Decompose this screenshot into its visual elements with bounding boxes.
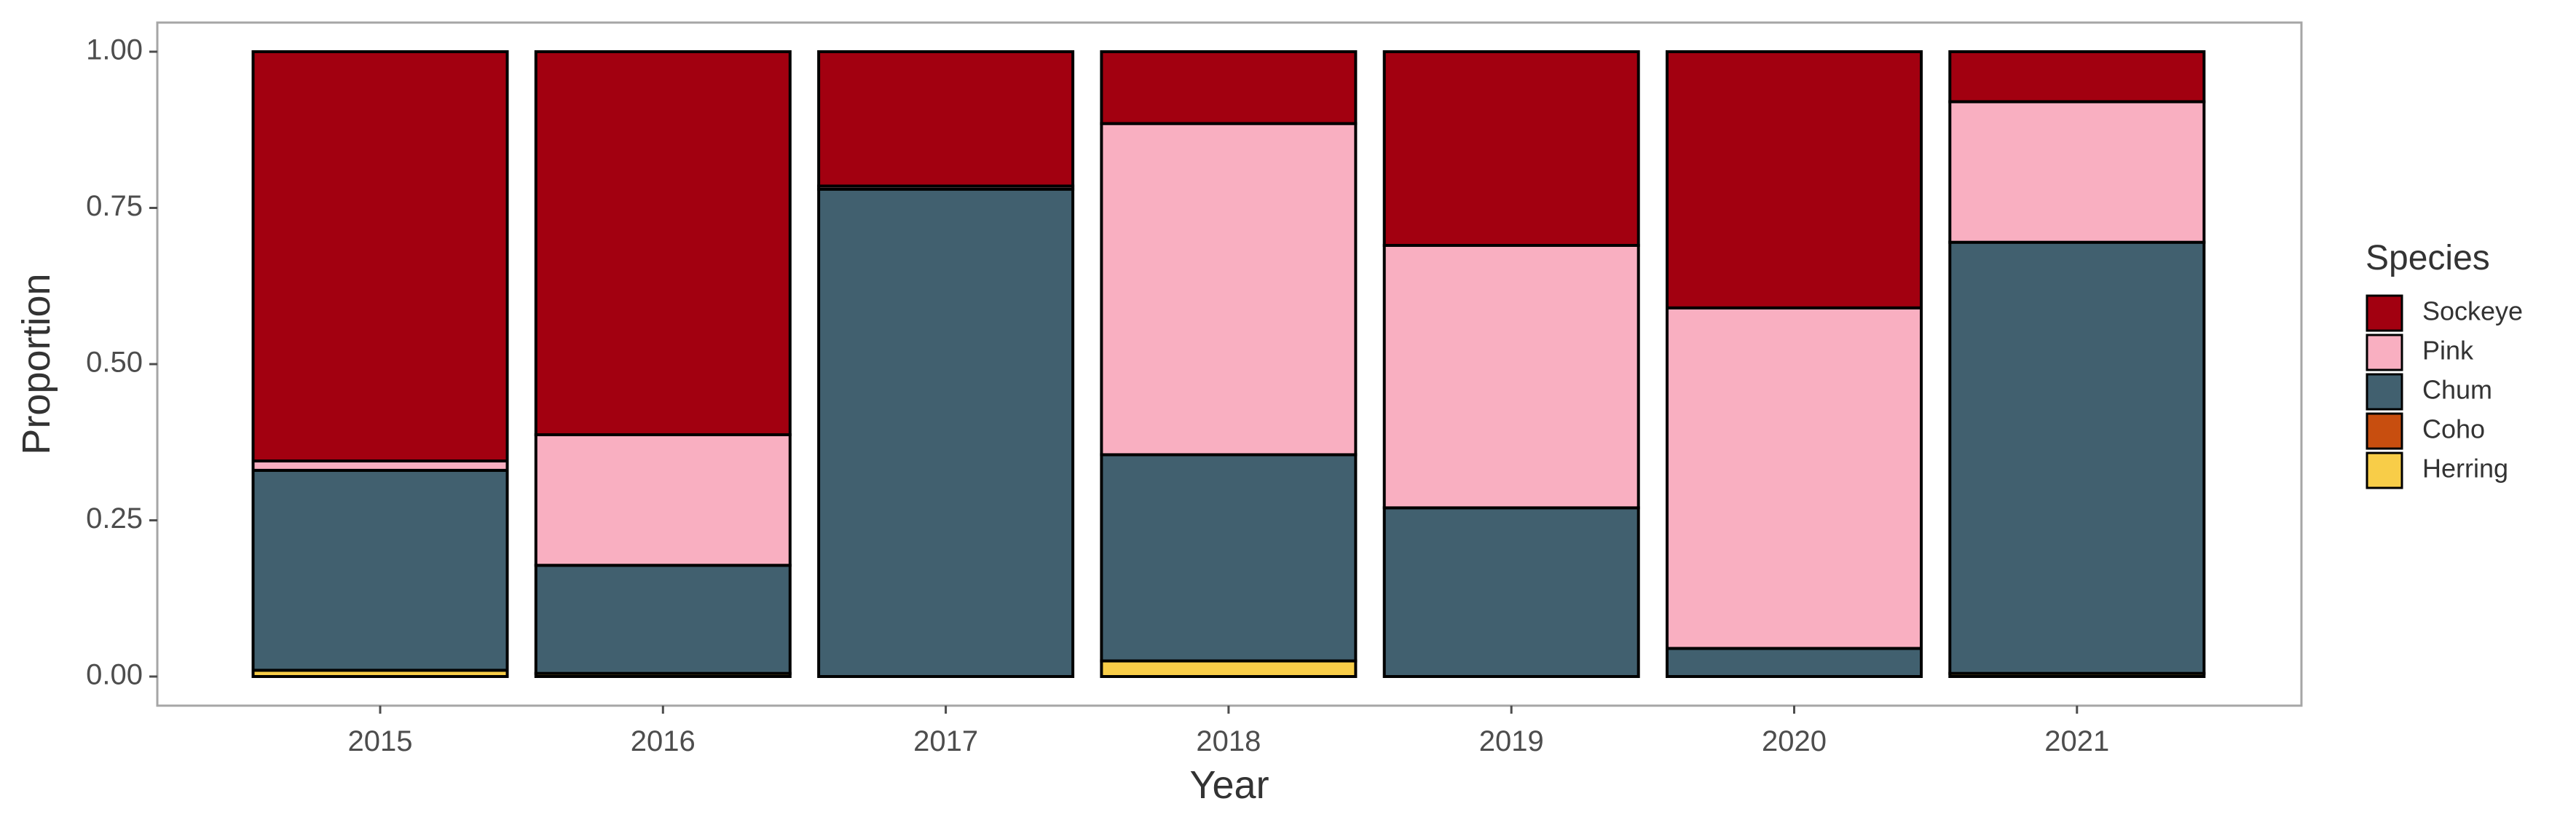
y-tick-label: 0.50 — [86, 347, 143, 379]
x-axis-title: Year — [1189, 763, 1269, 807]
bar-segment-pink-2016 — [534, 433, 792, 567]
bar-segment-chum-2015 — [251, 468, 509, 672]
bar-segment-sockeye-2016 — [534, 50, 792, 436]
legend-key-herring — [2366, 452, 2403, 489]
bar-segment-herring-2018 — [1100, 659, 1358, 678]
bar-segment-pink-2021 — [1948, 100, 2206, 244]
x-tick-label: 2019 — [1479, 725, 1544, 757]
bar-segment-pink-2018 — [1100, 122, 1358, 457]
y-tick-label: 0.25 — [86, 502, 143, 535]
y-tick-label: 1.00 — [86, 34, 143, 66]
bar-segment-sockeye-2021 — [1948, 50, 2206, 103]
x-tick-label: 2018 — [1196, 725, 1261, 757]
bar-segment-sockeye-2018 — [1100, 50, 1358, 125]
legend-label-coho: Coho — [2422, 414, 2485, 444]
legend-key-pink — [2366, 334, 2403, 371]
bar-segment-pink-2019 — [1382, 243, 1640, 510]
bar-segment-chum-2017 — [817, 187, 1075, 678]
bar-segment-sockeye-2017 — [817, 50, 1075, 188]
bar-segment-chum-2021 — [1948, 240, 2206, 675]
legend-label-pink: Pink — [2422, 336, 2474, 366]
bar-segment-chum-2019 — [1382, 506, 1640, 679]
legend-label-chum: Chum — [2422, 375, 2492, 405]
y-tick-label: 0.00 — [86, 659, 143, 691]
legend-key-sockeye — [2366, 294, 2403, 332]
y-tick-label: 0.75 — [86, 190, 143, 222]
bar-segment-sockeye-2019 — [1382, 50, 1640, 247]
bar-segment-chum-2016 — [534, 564, 792, 675]
legend: Species Sockeye Pink Chum Coho Herring — [2366, 239, 2523, 489]
legend-key-chum — [2366, 373, 2403, 411]
bar-segment-chum-2018 — [1100, 453, 1358, 663]
x-tick-label: 2016 — [631, 725, 696, 757]
y-axis: 0.00 0.25 0.50 0.75 1.00 — [86, 34, 157, 691]
legend-label-sockeye: Sockeye — [2422, 296, 2523, 326]
x-tick-label: 2015 — [348, 725, 413, 757]
legend-key-coho — [2366, 412, 2403, 450]
bar-segment-chum-2020 — [1666, 647, 1923, 679]
bar-segment-sockeye-2015 — [251, 50, 509, 462]
bars-group — [251, 50, 2206, 679]
x-tick-label: 2021 — [2044, 725, 2109, 757]
x-tick-label: 2020 — [1762, 725, 1827, 757]
y-axis-title: Proportion — [15, 273, 58, 454]
bar-segment-sockeye-2020 — [1666, 50, 1923, 309]
bar-segment-pink-2020 — [1666, 306, 1923, 650]
x-axis: 2015 2016 2017 2018 2019 2020 2021 — [348, 706, 2109, 757]
legend-label-herring: Herring — [2422, 454, 2508, 484]
legend-title: Species — [2366, 239, 2490, 277]
x-tick-label: 2017 — [913, 725, 978, 757]
